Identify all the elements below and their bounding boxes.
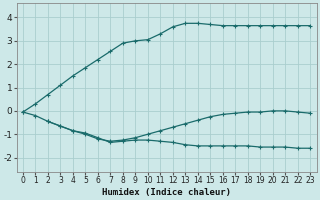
X-axis label: Humidex (Indice chaleur): Humidex (Indice chaleur) [102,188,231,197]
